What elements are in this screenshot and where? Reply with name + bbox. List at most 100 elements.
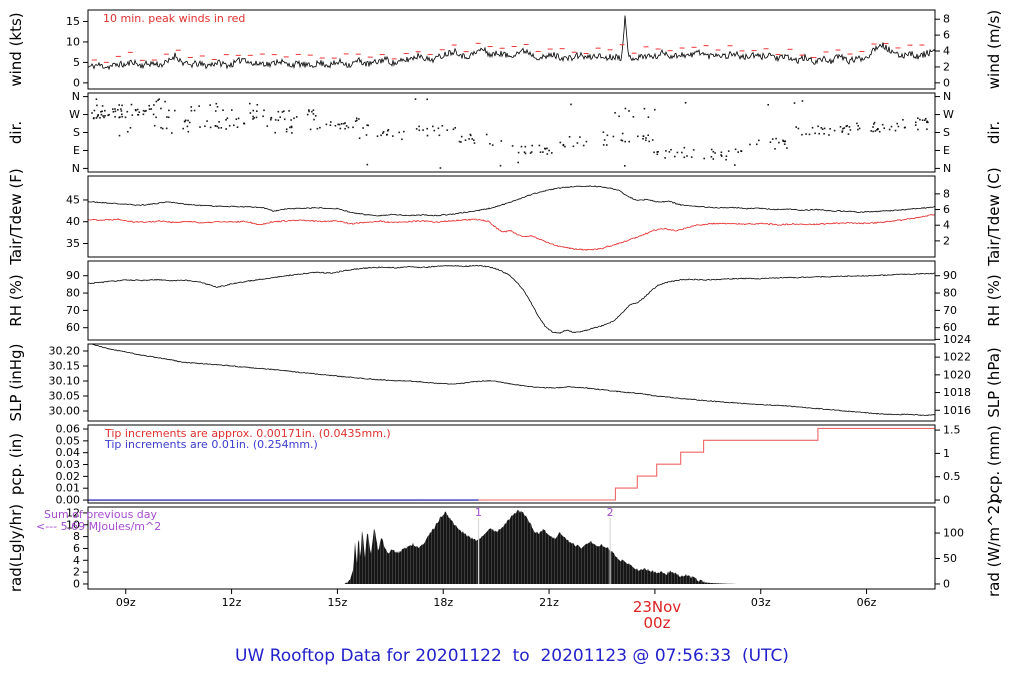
axis-title-right-rad: rad (W/m^2): [985, 499, 1003, 597]
y-tick-label-left: 0.06: [56, 423, 81, 436]
wind-dir-dot: [340, 123, 343, 125]
y-tick-label-right: 1024: [943, 333, 971, 346]
axis-title-left-slp: SLP (inHg): [7, 344, 25, 422]
wind-dir-dot: [602, 131, 605, 133]
wind-dir-dot: [783, 143, 786, 145]
wind-dir-dot: [499, 164, 502, 167]
wind-dir-dot: [334, 124, 337, 127]
wind-dir-dot: [166, 116, 168, 118]
wind-dir-dot: [312, 109, 315, 111]
wind-dir-dot: [524, 152, 527, 155]
wind-dir-dot: [311, 110, 313, 113]
wind-dir-dot: [120, 110, 123, 112]
wind-dir-dot: [127, 130, 129, 133]
wind-dir-dot: [621, 139, 624, 142]
wind-dir-dot: [727, 150, 730, 152]
wind-dir-dot: [366, 163, 369, 166]
wind-dir-dot: [841, 131, 843, 133]
wind-dir-dot: [576, 142, 579, 144]
wind-dir-dot: [524, 145, 527, 148]
wind-dir-dot: [624, 165, 626, 167]
wind-dir-dot: [312, 113, 315, 115]
y-tick-label-left: 15: [66, 15, 80, 28]
wind-dir-dot: [344, 122, 346, 124]
wind-dir-dot: [559, 141, 562, 144]
wind-dir-dot: [281, 111, 284, 113]
wind-speed-line: [88, 15, 935, 71]
wind-dir-dot: [473, 142, 476, 144]
wind-dir-dot: [894, 129, 897, 132]
wind-dir-dot: [767, 104, 769, 106]
wind-dir-dot: [329, 124, 332, 126]
wind-dir-dot: [215, 102, 218, 105]
wind-dir-dot: [190, 109, 193, 112]
wind-dir-dot: [414, 98, 417, 100]
wind-dir-dot: [878, 130, 881, 133]
solar-radiation-area: [344, 510, 736, 584]
wind-dir-dot: [124, 116, 127, 119]
date-label-hour: 00z: [643, 614, 671, 632]
wind-dir-dot: [896, 122, 898, 125]
y-tick-label-right: 4: [943, 219, 950, 232]
axis-title-right-dir: dir.: [985, 121, 1003, 144]
wind-dir-dot: [795, 126, 797, 128]
wind-dir-dot: [606, 134, 609, 137]
wind-dir-dot: [136, 108, 139, 111]
wind-dir-dot: [546, 153, 549, 155]
wind-dir-dot: [314, 115, 317, 117]
wind-dir-dot: [96, 115, 99, 118]
wind-dir-dot: [881, 123, 884, 126]
wind-dir-dot: [236, 126, 239, 128]
wind-dir-dot: [657, 151, 659, 153]
wind-dir-dot: [214, 125, 217, 127]
wind-dir-dot: [330, 121, 332, 123]
y-tick-label-right: 50: [943, 552, 957, 565]
wind-dir-dot: [703, 157, 705, 160]
wind-dir-dot: [491, 144, 494, 146]
wind-dir-dot: [220, 127, 223, 129]
y-tick-label-left: 30.15: [49, 359, 81, 372]
wind-dir-dot: [117, 109, 119, 111]
y-tick-label-left: 0: [73, 577, 80, 590]
x-tick-label: 03z: [751, 596, 771, 609]
wind-dir-dot: [209, 126, 212, 129]
wind-dir-dot: [734, 164, 736, 166]
y-tick-label-left: 0.03: [56, 458, 81, 471]
y-tick-label-left: 30.00: [49, 405, 81, 418]
wind-dir-dot: [270, 118, 272, 121]
wind-dir-dot: [344, 127, 346, 130]
wind-dir-dot: [217, 127, 220, 129]
wind-dir-dot: [290, 126, 293, 129]
wind-dir-dot: [376, 135, 379, 137]
wind-dir-dot: [642, 135, 645, 137]
wind-dir-dot: [118, 104, 120, 106]
wind-dir-dot: [291, 132, 293, 134]
wind-dir-dot: [356, 119, 358, 122]
wind-dir-dot: [112, 108, 114, 110]
wind-dir-dot: [100, 111, 102, 113]
wind-dir-dot: [274, 119, 277, 121]
wind-dir-dot: [161, 127, 164, 130]
y-tick-label-right: 8: [943, 13, 950, 26]
y-tick-label-left: S: [73, 126, 80, 139]
wind-dir-dot: [437, 127, 440, 130]
wind-dir-dot: [150, 108, 152, 110]
wind-dir-dot: [458, 140, 461, 143]
wind-dir-dot: [235, 118, 238, 120]
wind-dir-dot: [171, 132, 173, 134]
wind-dir-dot: [347, 126, 350, 129]
wind-dir-dot: [228, 125, 231, 127]
wind-dir-dot: [289, 126, 291, 129]
wind-dir-dot: [283, 118, 286, 121]
wind-dir-dot: [103, 116, 105, 119]
wind-dir-dot: [926, 128, 928, 130]
wind-dir-dot: [288, 110, 290, 112]
wind-dir-dot: [155, 116, 157, 119]
y-tick-label-right: 0: [943, 494, 950, 507]
wind-dir-dot: [782, 139, 784, 142]
wind-dir-dot: [295, 116, 298, 118]
wind-dir-dot: [157, 99, 159, 101]
wind-dir-dot: [769, 141, 772, 143]
wind-dir-dot: [313, 118, 315, 121]
